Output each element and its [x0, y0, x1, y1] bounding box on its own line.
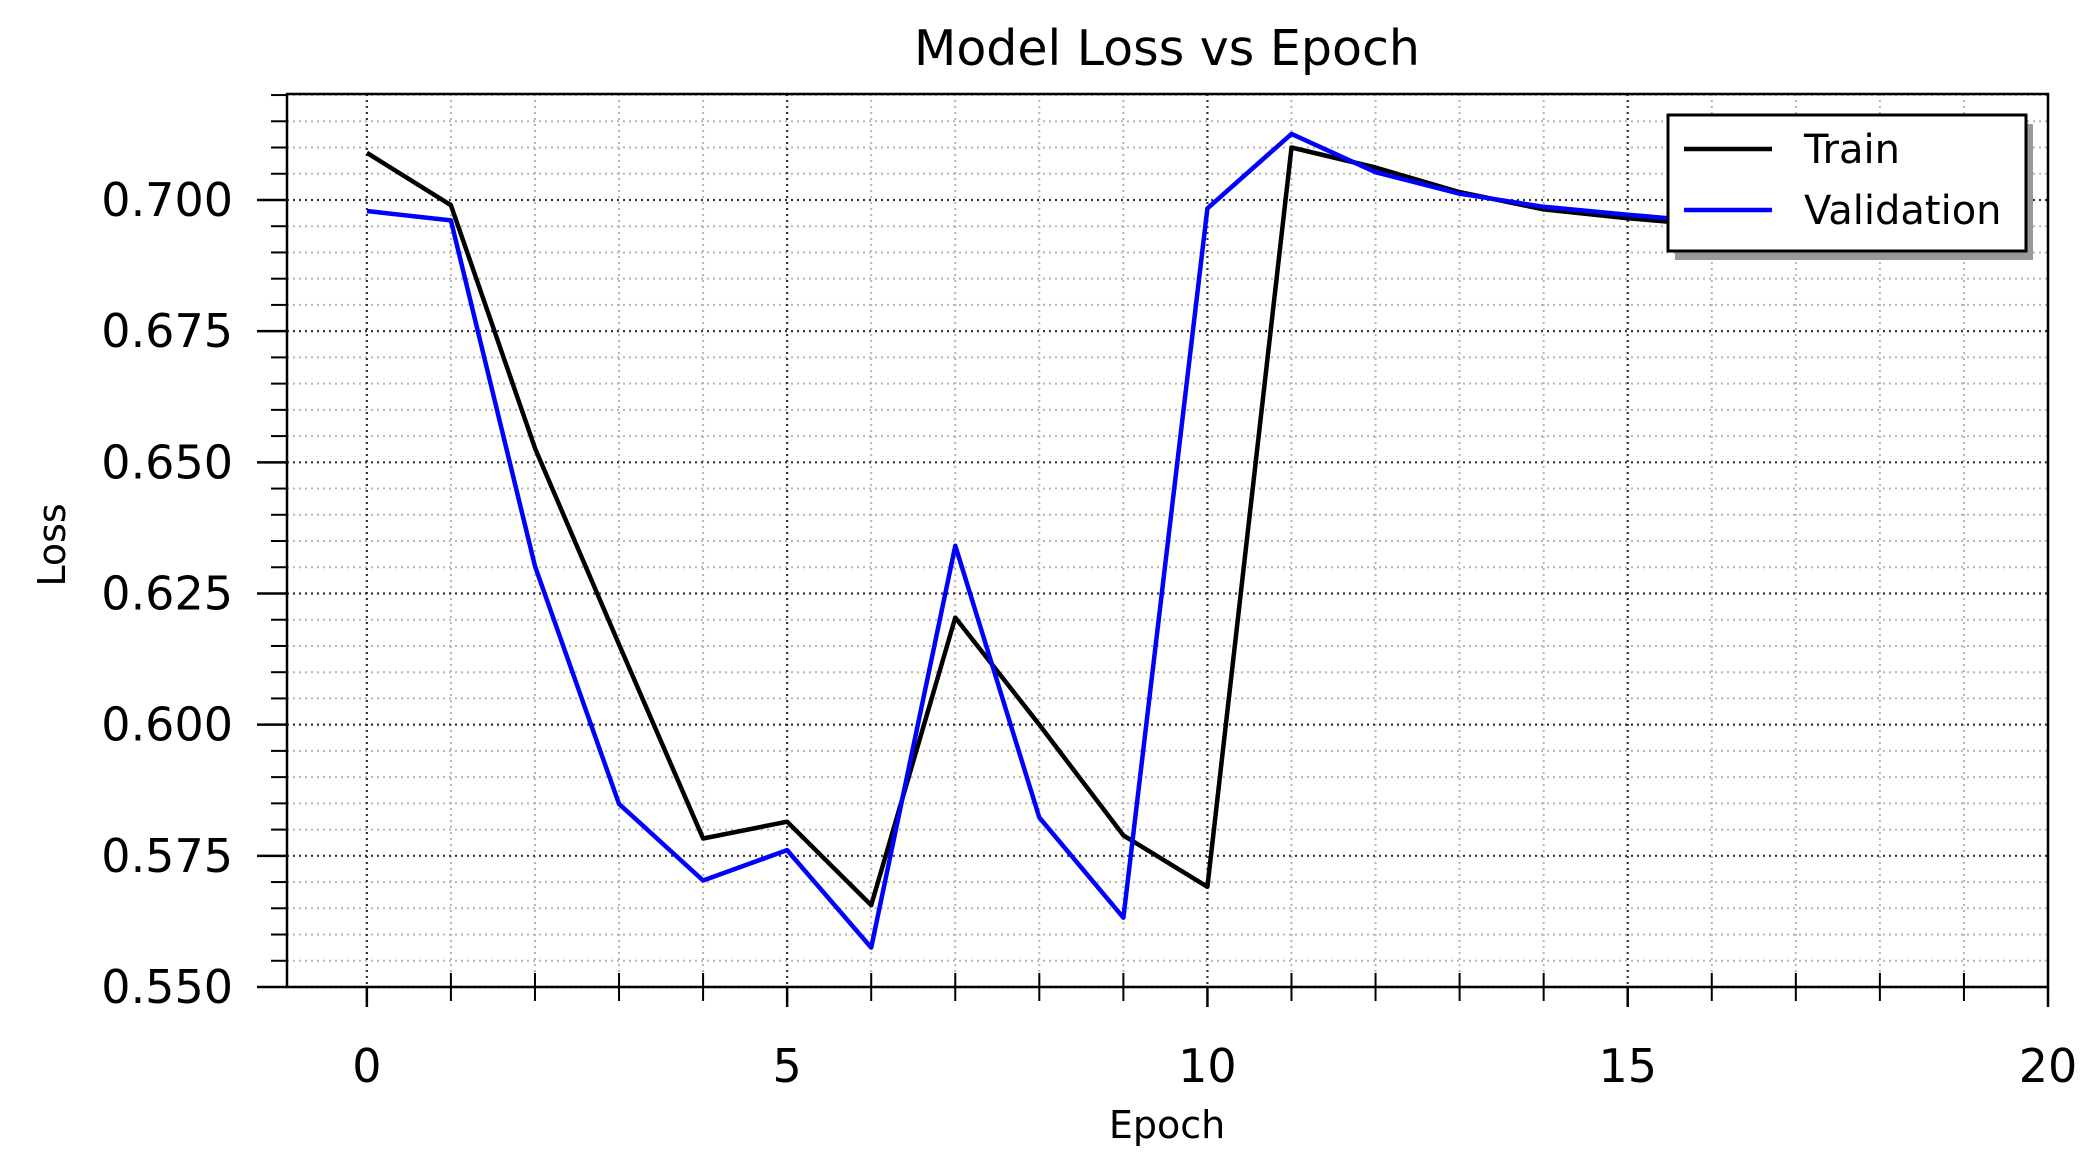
chart-title: Model Loss vs Epoch [914, 20, 1420, 77]
x-tick-label: 0 [352, 1039, 381, 1093]
y-tick-label: 0.625 [101, 566, 233, 620]
legend: Train Validation [1666, 113, 2033, 260]
x-tick-label: 15 [1598, 1039, 1657, 1093]
y-tick-label: 0.550 [101, 960, 233, 1014]
x-axis-label: Epoch [1109, 1103, 1225, 1147]
x-tick-label: 20 [2019, 1039, 2078, 1093]
y-axis-label: Loss [30, 503, 74, 586]
axis-ticks [257, 94, 2050, 1007]
legend-box [1666, 113, 2028, 253]
y-tick-label: 0.575 [101, 829, 233, 883]
tick-labels: 0 5 10 15 20 0.550 0.575 0.600 0.625 0.650 0.675 0.… [101, 173, 2077, 1093]
y-tick-label: 0.675 [101, 304, 233, 358]
x-tick-label: 5 [773, 1039, 802, 1093]
y-tick-label: 0.600 [101, 698, 233, 752]
y-tick-label: 0.650 [101, 435, 233, 489]
legend-label-train: Train [1803, 127, 1900, 173]
y-tick-label: 0.700 [101, 173, 233, 227]
x-tick-label: 10 [1178, 1039, 1237, 1093]
legend-label-validation: Validation [1804, 188, 2002, 234]
